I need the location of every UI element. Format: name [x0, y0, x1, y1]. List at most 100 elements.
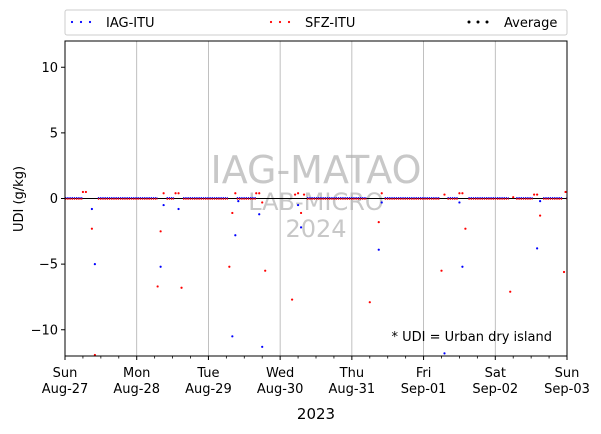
x-tick-date-label: Aug-30 — [257, 382, 304, 397]
sfz-itu-point — [443, 193, 446, 196]
legend-label-sfz-itu: SFZ-ITU — [305, 16, 355, 31]
sfz-itu-point — [512, 196, 515, 199]
x-axis-ticks: SunAug-27MonAug-28TueAug-29WedAug-30ThuA… — [42, 356, 590, 397]
iag-itu-point — [536, 247, 539, 250]
legend-dot — [79, 20, 83, 24]
sfz-itu-point — [261, 201, 264, 204]
sfz-itu-point — [533, 193, 536, 196]
iag-itu-point — [377, 248, 380, 251]
iag-itu-point — [231, 335, 234, 338]
y-axis-ticks: −10 −5 0 5 10 — [31, 61, 65, 338]
x-tick-day-label: Thu — [339, 366, 364, 381]
iag-itu-point — [261, 345, 264, 348]
sfz-itu-point — [509, 290, 512, 293]
sfz-itu-point — [293, 193, 297, 196]
legend-box — [64, 9, 568, 36]
legend-marker-iag-itu — [70, 20, 92, 24]
iag-itu-point — [258, 213, 261, 216]
iag-itu-point — [90, 207, 93, 211]
sfz-itu-point — [302, 193, 306, 196]
x-tick-date-label: Sep-01 — [401, 382, 447, 397]
legend-marker-average — [467, 20, 489, 24]
watermark: IAG-MATAO LAB-MICRO 2024 — [210, 148, 421, 243]
iag-itu-point — [458, 201, 461, 204]
iag-itu-point — [177, 207, 180, 211]
sfz-itu-point — [562, 270, 566, 274]
y-tick-label: −10 — [31, 323, 58, 338]
x-tick-day-label: Sun — [555, 366, 580, 381]
sfz-itu-point — [228, 265, 231, 268]
x-tick-day-label: Wed — [266, 366, 294, 381]
sfz-itu-point — [90, 227, 93, 230]
sfz-itu-point — [264, 269, 267, 272]
iag-itu-point — [234, 234, 237, 237]
x-tick-date-label: Aug-27 — [42, 382, 89, 397]
legend-dot — [88, 20, 92, 24]
legend-dot — [70, 20, 74, 24]
sfz-itu-point — [461, 192, 464, 195]
legend-dot — [269, 20, 273, 24]
sfz-itu-point — [296, 192, 300, 195]
x-tick-date-label: Sep-03 — [544, 382, 590, 397]
x-tick-day-label: Sun — [53, 366, 78, 381]
iag-itu-point — [162, 203, 165, 207]
iag-itu-point — [443, 352, 446, 355]
sfz-itu-point — [458, 192, 461, 195]
sfz-itu-point — [539, 214, 542, 217]
sfz-itu-point — [290, 298, 294, 301]
legend-entry-iag-itu: IAG-ITU — [70, 16, 155, 31]
sfz-itu-point — [231, 211, 234, 215]
sfz-itu-point — [234, 192, 237, 195]
legend-entry-sfz-itu: SFZ-ITU — [269, 16, 355, 31]
x-tick-day-label: Fri — [416, 366, 432, 381]
legend-dot — [467, 20, 471, 24]
iag-itu-point — [237, 200, 240, 203]
sfz-itu-point — [162, 192, 165, 195]
iag-itu-point — [461, 265, 464, 268]
sfz-itu-point — [180, 286, 183, 289]
sfz-itu-point — [177, 192, 180, 195]
y-tick-label: 5 — [50, 126, 58, 141]
sfz-itu-point — [159, 230, 162, 233]
x-tick-date-label: Aug-29 — [185, 382, 232, 397]
x-tick-date-label: Aug-31 — [329, 382, 376, 397]
legend-dot — [278, 20, 282, 24]
sfz-itu-point — [255, 192, 258, 195]
legend-entry-average: Average — [467, 16, 557, 31]
sfz-itu-point — [299, 211, 303, 215]
y-tick-label: 10 — [41, 61, 58, 76]
sfz-itu-point — [156, 285, 159, 288]
watermark-line-3: 2024 — [285, 215, 346, 243]
sfz-itu-point — [81, 190, 85, 194]
sfz-itu-point — [380, 192, 383, 195]
udi-annotation: * UDI = Urban dry island — [392, 330, 552, 345]
sfz-itu-point — [258, 192, 261, 195]
iag-itu-point — [380, 201, 383, 204]
sfz-itu-point — [84, 190, 88, 194]
legend-label-average: Average — [504, 16, 557, 31]
sfz-itu-point — [440, 269, 443, 272]
sfz-itu-point — [377, 221, 380, 224]
watermark-line-2: LAB-MICRO — [248, 188, 384, 216]
iag-itu-point — [93, 263, 96, 266]
iag-itu-point — [159, 265, 162, 268]
x-tick-day-label: Sat — [485, 366, 506, 381]
x-tick-date-label: Aug-28 — [113, 382, 160, 397]
sfz-itu-point — [536, 193, 539, 196]
legend: IAG-ITU SFZ-ITU Average — [64, 9, 568, 36]
sfz-itu-point — [368, 301, 371, 304]
legend-dot — [476, 20, 480, 24]
x-tick-date-label: Sep-02 — [472, 382, 518, 397]
y-tick-label: −5 — [39, 258, 58, 273]
sfz-itu-point — [564, 190, 567, 194]
legend-dot — [287, 20, 291, 24]
x-tick-day-label: Mon — [123, 366, 150, 381]
iag-itu-point — [299, 226, 303, 229]
iag-itu-point — [296, 203, 300, 207]
watermark-line-1: IAG-MATAO — [210, 148, 421, 192]
sfz-itu-point — [464, 227, 467, 230]
y-axis-label: UDI (g/kg) — [12, 166, 27, 232]
x-axis-label: 2023 — [297, 405, 335, 423]
y-tick-label: 0 — [50, 192, 58, 207]
